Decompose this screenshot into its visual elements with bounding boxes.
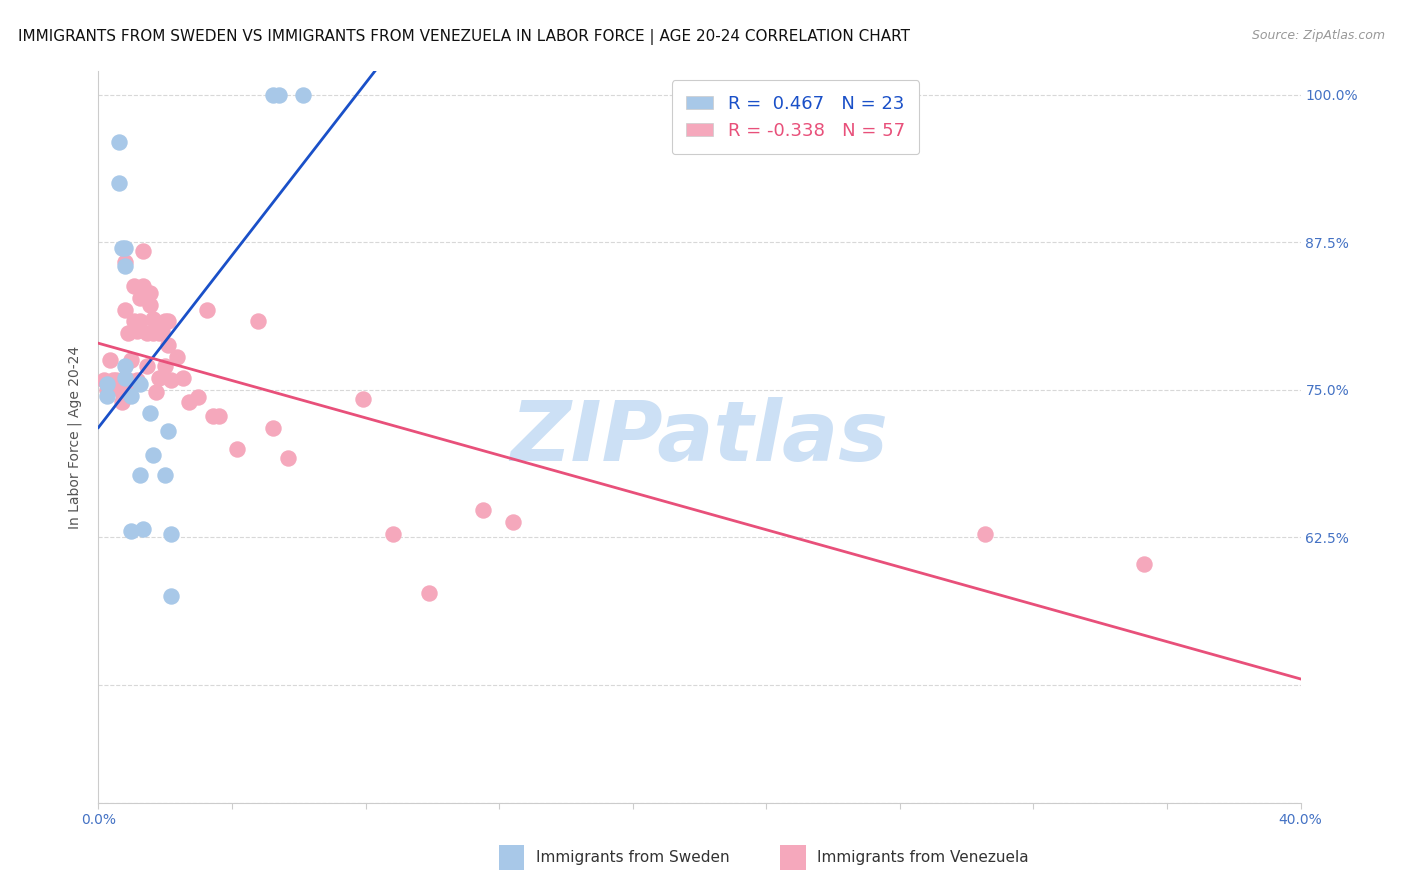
Point: [96, 376, 118, 391]
Point: [124, 279, 146, 293]
Point: [124, 314, 146, 328]
Point: [381, 526, 404, 541]
Point: [153, 314, 176, 328]
Point: [153, 467, 176, 482]
Point: [129, 314, 152, 328]
Point: [141, 326, 163, 341]
Point: [135, 359, 157, 374]
Point: [187, 390, 209, 404]
Point: [127, 374, 149, 388]
Point: [201, 409, 224, 423]
Point: [129, 291, 152, 305]
Point: [108, 376, 131, 391]
Point: [291, 87, 314, 102]
Point: [114, 259, 136, 273]
Text: Immigrants from Sweden: Immigrants from Sweden: [536, 850, 730, 864]
Point: [114, 241, 136, 255]
Point: [225, 442, 247, 456]
Point: [111, 374, 134, 388]
Point: [267, 87, 290, 102]
Point: [108, 135, 131, 149]
Point: [132, 522, 155, 536]
Y-axis label: In Labor Force | Age 20-24: In Labor Force | Age 20-24: [67, 345, 83, 529]
Point: [111, 241, 134, 255]
Point: [96, 383, 118, 397]
Point: [117, 326, 139, 341]
Point: [111, 385, 134, 400]
Point: [148, 371, 170, 385]
Text: IMMIGRANTS FROM SWEDEN VS IMMIGRANTS FROM VENEZUELA IN LABOR FORCE | AGE 20-24 C: IMMIGRANTS FROM SWEDEN VS IMMIGRANTS FRO…: [18, 29, 910, 45]
Point: [156, 314, 179, 328]
Point: [132, 244, 155, 258]
Point: [121, 353, 143, 368]
Point: [114, 359, 136, 374]
Point: [117, 374, 139, 388]
Point: [195, 302, 218, 317]
Text: ZIPatlas: ZIPatlas: [510, 397, 889, 477]
Point: [502, 515, 524, 529]
Legend: R =  0.467   N = 23, R = -0.338   N = 57: R = 0.467 N = 23, R = -0.338 N = 57: [672, 80, 920, 154]
Point: [135, 326, 157, 341]
Point: [246, 314, 269, 328]
Point: [127, 324, 149, 338]
Point: [208, 409, 231, 423]
Point: [153, 359, 176, 374]
Point: [114, 255, 136, 269]
Point: [159, 374, 181, 388]
Point: [121, 389, 143, 403]
Point: [262, 87, 284, 102]
Point: [172, 371, 194, 385]
Point: [148, 326, 170, 341]
Point: [108, 177, 131, 191]
Point: [96, 389, 118, 403]
Point: [103, 374, 125, 388]
Point: [132, 279, 155, 293]
Point: [138, 298, 160, 312]
Point: [111, 394, 134, 409]
Point: [352, 392, 374, 407]
Text: Immigrants from Venezuela: Immigrants from Venezuela: [817, 850, 1029, 864]
Point: [159, 526, 181, 541]
Point: [150, 324, 173, 338]
Point: [129, 467, 152, 482]
Point: [145, 385, 167, 400]
Point: [472, 503, 495, 517]
Point: [277, 451, 299, 466]
Point: [105, 374, 128, 388]
Point: [159, 590, 181, 604]
Point: [1133, 558, 1156, 572]
Point: [156, 338, 179, 352]
Point: [100, 353, 122, 368]
Point: [129, 376, 152, 391]
Point: [141, 312, 163, 326]
Point: [262, 420, 284, 434]
Point: [114, 371, 136, 385]
Point: [141, 448, 163, 462]
Point: [138, 407, 160, 421]
Point: [114, 302, 136, 317]
Text: Source: ZipAtlas.com: Source: ZipAtlas.com: [1251, 29, 1385, 42]
Point: [974, 526, 997, 541]
Point: [121, 524, 143, 539]
Point: [93, 374, 115, 388]
Point: [145, 324, 167, 338]
Point: [418, 586, 440, 600]
Point: [138, 286, 160, 301]
Point: [177, 394, 200, 409]
Point: [166, 350, 188, 364]
Point: [117, 385, 139, 400]
Point: [156, 424, 179, 438]
